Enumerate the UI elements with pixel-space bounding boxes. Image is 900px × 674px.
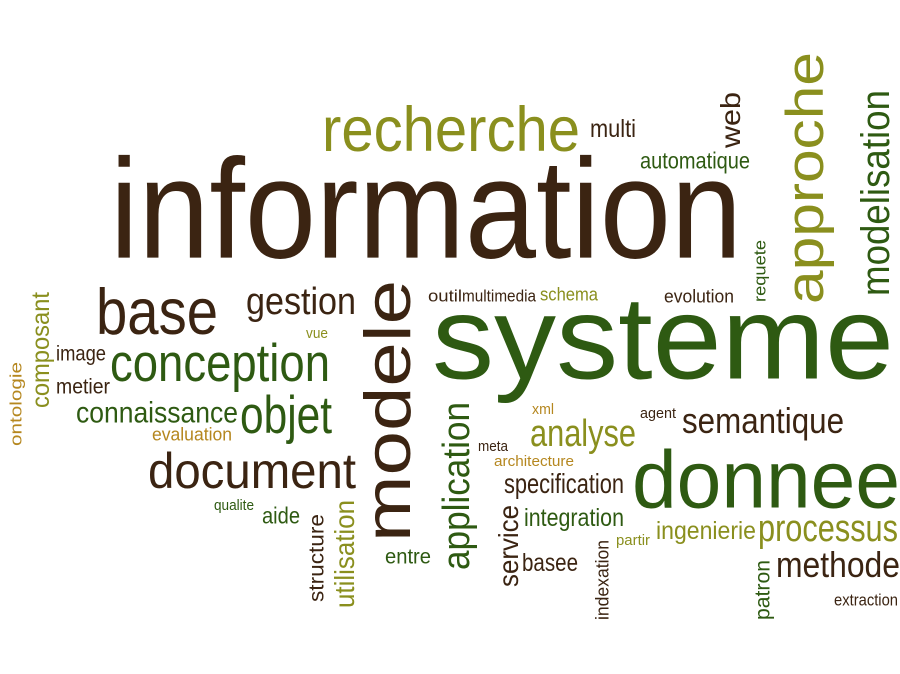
word-multi: multi — [590, 114, 636, 143]
word-analyse: analyse — [530, 412, 636, 455]
word-partir: partir — [616, 532, 650, 549]
word-multimedia: multimedia — [462, 286, 536, 306]
word-metier: metier — [56, 374, 110, 398]
word-xml: xml — [532, 401, 554, 418]
word-processus: processus — [758, 507, 898, 550]
word-specification: specification — [504, 469, 624, 500]
word-basee: basee — [522, 548, 578, 577]
word-systeme: systeme — [432, 272, 894, 405]
word-schema: schema — [540, 284, 598, 306]
word-methode: methode — [776, 546, 900, 586]
word-structure: structure — [304, 514, 328, 602]
word-approche: approche — [776, 51, 835, 304]
word-gestion: gestion — [246, 280, 356, 323]
word-ingenierie: ingenierie — [656, 516, 756, 545]
word-web: web — [716, 92, 747, 148]
word-ontologie: ontologie — [6, 362, 26, 446]
word-integration: integration — [524, 503, 624, 532]
word-aide: aide — [262, 503, 300, 529]
word-evolution: evolution — [664, 286, 734, 308]
word-requete: requete — [750, 240, 770, 302]
word-indexation: indexation — [592, 540, 614, 620]
word-recherche: recherche — [322, 94, 580, 165]
word-patron: patron — [750, 560, 774, 620]
word-qualite: qualite — [214, 497, 254, 514]
word-semantique: semantique — [682, 402, 844, 442]
word-entre: entre — [385, 544, 431, 568]
word-modele: modele — [351, 280, 425, 542]
word-outil: outil — [428, 286, 462, 306]
word-composant: composant — [26, 292, 55, 408]
word-conception: conception — [110, 334, 330, 393]
word-application: application — [435, 402, 478, 570]
word-objet: objet — [240, 386, 332, 445]
word-connaissance: connaissance — [76, 396, 238, 430]
word-image: image — [56, 341, 106, 365]
word-donnee: donnee — [632, 434, 900, 526]
word-meta: meta — [478, 438, 508, 455]
word-vue: vue — [306, 325, 328, 342]
word-service: service — [494, 505, 525, 587]
word-modelisation: modelisation — [853, 90, 898, 296]
word-information: information — [110, 128, 742, 288]
word-agent: agent — [640, 405, 676, 422]
word-automatique: automatique — [640, 148, 750, 174]
word-architecture: architecture — [494, 453, 574, 470]
word-utilisation: utilisation — [330, 500, 361, 608]
word-evaluation: evaluation — [152, 424, 232, 446]
word-document: document — [148, 442, 356, 499]
word-extraction: extraction — [834, 590, 898, 610]
word-base: base — [96, 275, 218, 349]
